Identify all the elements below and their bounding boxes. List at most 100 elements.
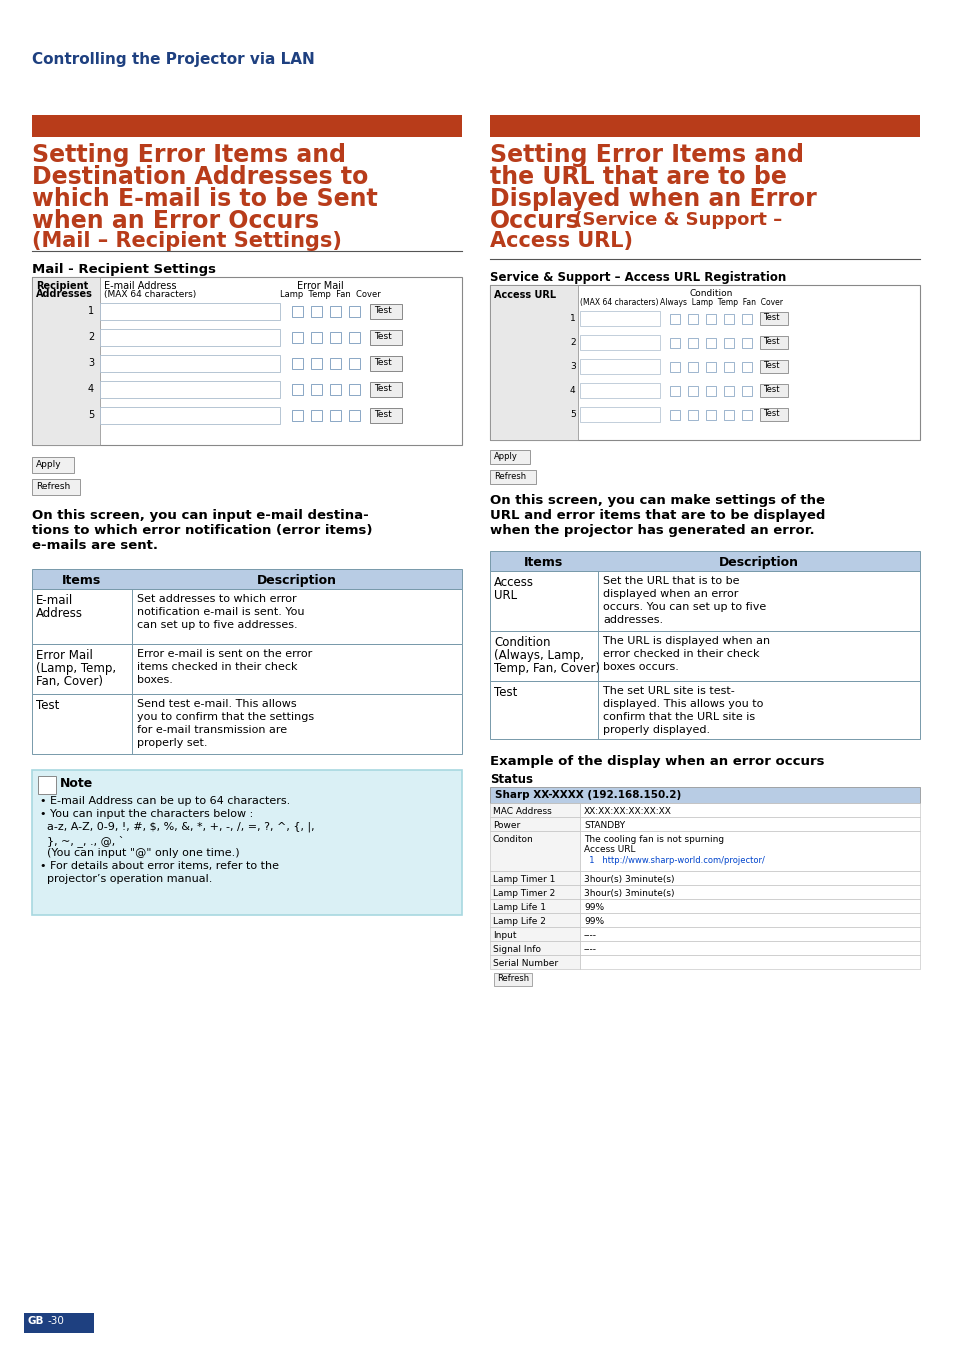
Text: Refresh: Refresh — [36, 482, 71, 491]
Text: confirm that the URL site is: confirm that the URL site is — [602, 712, 755, 721]
Text: displayed. This allows you to: displayed. This allows you to — [602, 699, 762, 709]
Bar — [741, 411, 751, 420]
Text: (Mail – Recipient Settings): (Mail – Recipient Settings) — [32, 232, 341, 250]
Bar — [669, 314, 679, 324]
Bar — [370, 304, 401, 319]
Bar — [579, 899, 919, 913]
Text: addresses.: addresses. — [602, 615, 662, 625]
Text: (MAX 64 characters): (MAX 64 characters) — [104, 289, 196, 299]
Text: GB: GB — [28, 1316, 45, 1326]
Bar — [311, 411, 322, 421]
Text: 1   http://www.sharp-world.com/projector/: 1 http://www.sharp-world.com/projector/ — [583, 856, 764, 865]
Bar — [741, 362, 751, 371]
Bar — [490, 631, 919, 681]
Bar — [579, 406, 659, 423]
Text: Test: Test — [762, 409, 779, 419]
Bar — [32, 479, 80, 495]
Text: tions to which error notification (error items): tions to which error notification (error… — [32, 524, 372, 537]
Bar — [723, 386, 733, 396]
Bar — [100, 381, 280, 398]
Text: Access: Access — [494, 576, 534, 590]
Bar — [100, 303, 280, 320]
Bar — [669, 386, 679, 396]
Text: Error Mail: Error Mail — [36, 649, 92, 662]
Text: Temp, Fan, Cover): Temp, Fan, Cover) — [494, 662, 599, 674]
Bar — [349, 358, 359, 369]
Bar — [741, 314, 751, 324]
Bar — [330, 306, 340, 318]
Text: 4: 4 — [569, 386, 575, 394]
Text: MAC Address: MAC Address — [493, 808, 551, 816]
Bar — [32, 458, 74, 472]
Text: (Always, Lamp,: (Always, Lamp, — [494, 649, 583, 662]
Text: Displayed when an Error: Displayed when an Error — [490, 187, 816, 211]
Bar — [705, 314, 716, 324]
Text: 3: 3 — [569, 362, 576, 371]
Text: boxes.: boxes. — [137, 674, 172, 685]
Bar — [32, 643, 461, 695]
Text: (You can input "@" only one time.): (You can input "@" only one time.) — [40, 848, 239, 857]
Text: Example of the display when an error occurs: Example of the display when an error occ… — [490, 755, 823, 769]
Bar — [330, 358, 340, 369]
Text: Items: Items — [524, 556, 563, 569]
Bar — [687, 386, 698, 396]
Text: Apply: Apply — [494, 452, 517, 460]
Text: boxes occurs.: boxes occurs. — [602, 662, 679, 672]
Bar — [579, 359, 659, 374]
Text: Test: Test — [374, 306, 392, 315]
Bar — [292, 384, 303, 394]
Bar — [760, 359, 787, 373]
Bar — [579, 335, 659, 350]
Bar — [100, 406, 280, 424]
Bar — [32, 770, 461, 915]
Text: (Service & Support –: (Service & Support – — [567, 211, 781, 229]
Bar — [687, 411, 698, 420]
Bar — [292, 306, 303, 318]
Bar — [349, 384, 359, 394]
Text: error checked in their check: error checked in their check — [602, 649, 759, 660]
Bar — [687, 338, 698, 349]
Text: Test: Test — [374, 358, 392, 367]
Bar — [490, 913, 579, 927]
Text: Recipient: Recipient — [36, 281, 89, 291]
Text: XX:XX:XX:XX:XX:XX: XX:XX:XX:XX:XX:XX — [583, 808, 671, 816]
Text: Refresh: Refresh — [497, 975, 529, 983]
Bar — [490, 470, 536, 485]
Bar — [723, 362, 733, 371]
Text: (MAX 64 characters): (MAX 64 characters) — [579, 297, 658, 307]
Bar — [741, 386, 751, 396]
Bar — [490, 899, 579, 913]
Text: Lamp Life 1: Lamp Life 1 — [493, 903, 545, 913]
Bar — [311, 306, 322, 318]
Text: Lamp Timer 2: Lamp Timer 2 — [493, 888, 555, 898]
Text: displayed when an error: displayed when an error — [602, 590, 738, 599]
Text: Access URL: Access URL — [583, 845, 635, 853]
Text: E-mail Address: E-mail Address — [104, 281, 176, 291]
Text: Set addresses to which error: Set addresses to which error — [137, 594, 296, 604]
Bar — [579, 871, 919, 886]
Bar — [490, 787, 919, 804]
Text: 5: 5 — [88, 411, 94, 420]
Text: Setting Error Items and: Setting Error Items and — [490, 143, 803, 167]
Text: Test: Test — [36, 699, 59, 712]
Bar — [38, 777, 56, 794]
Bar — [32, 277, 100, 446]
Bar — [687, 314, 698, 324]
Text: Setting Error Items and: Setting Error Items and — [32, 143, 346, 167]
Bar — [705, 411, 716, 420]
Bar — [760, 384, 787, 397]
Bar — [579, 311, 659, 326]
Bar — [32, 277, 461, 446]
Bar — [490, 886, 579, 899]
Text: Status: Status — [490, 773, 533, 786]
Bar — [349, 332, 359, 343]
Bar — [490, 956, 579, 969]
Bar — [311, 332, 322, 343]
Text: items checked in their check: items checked in their check — [137, 662, 297, 672]
Bar — [370, 355, 401, 371]
Bar — [579, 384, 659, 398]
Text: • You can input the characters below :: • You can input the characters below : — [40, 809, 253, 818]
Text: Sharp XX-XXXX (192.168.150.2): Sharp XX-XXXX (192.168.150.2) — [495, 790, 680, 800]
Bar — [490, 927, 579, 941]
Bar — [370, 382, 401, 397]
